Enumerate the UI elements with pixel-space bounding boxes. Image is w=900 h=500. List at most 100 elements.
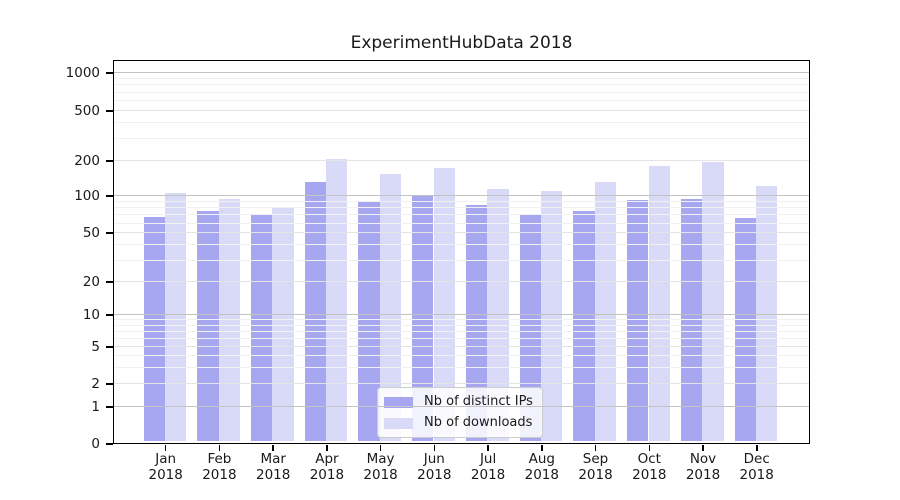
- x-tick-year: 2018: [685, 466, 721, 483]
- y-tick-label: 0: [91, 436, 100, 452]
- x-tick: [541, 444, 543, 451]
- x-tick-label: Dec 2018: [725, 451, 789, 483]
- legend-label-downloads: Nb of downloads: [424, 415, 533, 430]
- gridline: [114, 346, 809, 348]
- gridline: [114, 110, 809, 112]
- x-tick-year: 2018: [202, 466, 237, 483]
- x-tick-month: Dec: [743, 451, 770, 467]
- legend-item-downloads: Nb of downloads: [384, 414, 533, 432]
- gridline: [114, 78, 809, 79]
- bar-downloads-aug: [541, 190, 563, 442]
- bar-downloads-jan: [164, 193, 187, 442]
- x-tick-label: Nov 2018: [671, 451, 735, 483]
- chart-title: ExperimentHubData 2018: [350, 33, 573, 53]
- bar-downloads-may: [379, 174, 402, 442]
- bar-distinct-ips-oct: [627, 200, 649, 442]
- legend-swatch-downloads: [384, 417, 413, 429]
- y-tick: [106, 314, 113, 316]
- y-tick-label: 5: [91, 339, 100, 355]
- x-tick: [433, 444, 436, 451]
- gridline: [114, 138, 809, 140]
- gridline: [114, 319, 809, 321]
- y-tick-label: 1000: [65, 65, 100, 81]
- bar-distinct-ips-apr: [304, 182, 327, 442]
- y-tick-label: 500: [74, 103, 100, 119]
- gridline: [114, 406, 809, 408]
- x-tick-year: 2018: [524, 466, 559, 483]
- gridline: [114, 195, 809, 197]
- y-tick-label: 20: [82, 274, 100, 290]
- bar-distinct-ips-dec: [734, 218, 756, 442]
- x-tick-year: 2018: [417, 466, 452, 483]
- x-tick-year: 2018: [363, 466, 398, 483]
- y-tick-label: 100: [74, 188, 100, 204]
- x-tick: [702, 444, 704, 451]
- bar-distinct-ips-jan: [143, 216, 165, 442]
- x-tick-label: Jun 2018: [402, 451, 466, 483]
- x-tick: [379, 444, 382, 451]
- y-tick: [106, 383, 113, 385]
- gridline: [114, 281, 809, 283]
- x-tick-month: Aug: [528, 451, 555, 467]
- gridline: [114, 314, 809, 316]
- y-tick-label: 1: [91, 399, 100, 415]
- x-tick: [326, 444, 328, 451]
- y-tick: [106, 281, 113, 283]
- gridline: [114, 207, 809, 209]
- x-tick-month: Apr: [315, 451, 339, 467]
- y-tick: [106, 110, 113, 112]
- y-tick-label: 200: [74, 153, 100, 169]
- x-tick-month: Jun: [423, 451, 445, 467]
- gridline: [114, 122, 809, 124]
- plot-area: Nb of distinct IPs Nb of downloads: [113, 60, 810, 444]
- y-tick: [106, 160, 113, 162]
- x-tick-label: Sep 2018: [564, 451, 628, 483]
- bar-downloads-nov: [702, 162, 724, 442]
- x-tick-year: 2018: [739, 466, 774, 483]
- bar-downloads-oct: [648, 166, 670, 442]
- x-tick: [594, 444, 597, 451]
- legend: Nb of distinct IPs Nb of downloads: [377, 387, 543, 438]
- x-tick-label: Jul 2018: [456, 451, 520, 483]
- legend-label-distinct-ips: Nb of distinct IPs: [424, 394, 533, 409]
- gridline: [114, 383, 809, 385]
- bar-downloads-mar: [272, 207, 294, 442]
- x-tick-month: Feb: [207, 451, 232, 467]
- y-tick-label: 2: [91, 376, 100, 392]
- x-tick: [648, 444, 650, 451]
- gridline: [114, 337, 809, 339]
- gridline: [114, 232, 809, 234]
- bar-distinct-ips-aug: [519, 214, 541, 442]
- gridline: [114, 366, 809, 368]
- gridline: [114, 200, 809, 202]
- y-tick-label: 10: [82, 307, 100, 323]
- x-tick-year: 2018: [256, 466, 291, 483]
- gridline: [114, 324, 809, 326]
- gridline: [114, 100, 809, 102]
- x-tick: [164, 444, 167, 451]
- x-tick-label: Jan 2018: [134, 451, 198, 483]
- bar-downloads-apr: [326, 158, 348, 442]
- x-tick-month: May: [366, 451, 395, 467]
- x-tick-label: Feb 2018: [187, 451, 251, 483]
- gridline: [114, 72, 809, 74]
- y-tick: [106, 346, 113, 348]
- gridline: [114, 355, 809, 357]
- bar-downloads-jun: [433, 168, 455, 442]
- x-tick-month: Jul: [479, 451, 497, 467]
- gridline: [114, 259, 809, 261]
- gridline: [114, 330, 809, 332]
- bar-distinct-ips-may: [358, 200, 380, 442]
- y-tick: [106, 406, 113, 408]
- bar-distinct-ips-mar: [251, 215, 273, 442]
- x-tick-year: 2018: [148, 466, 183, 483]
- x-tick-month: Oct: [637, 451, 661, 467]
- y-tick: [106, 443, 113, 445]
- gridline: [114, 91, 809, 93]
- x-tick-year: 2018: [578, 466, 613, 483]
- bar-downloads-dec: [755, 186, 778, 442]
- gridline: [114, 214, 809, 216]
- x-tick-year: 2018: [470, 466, 506, 483]
- x-tick-month: Jan: [155, 451, 177, 467]
